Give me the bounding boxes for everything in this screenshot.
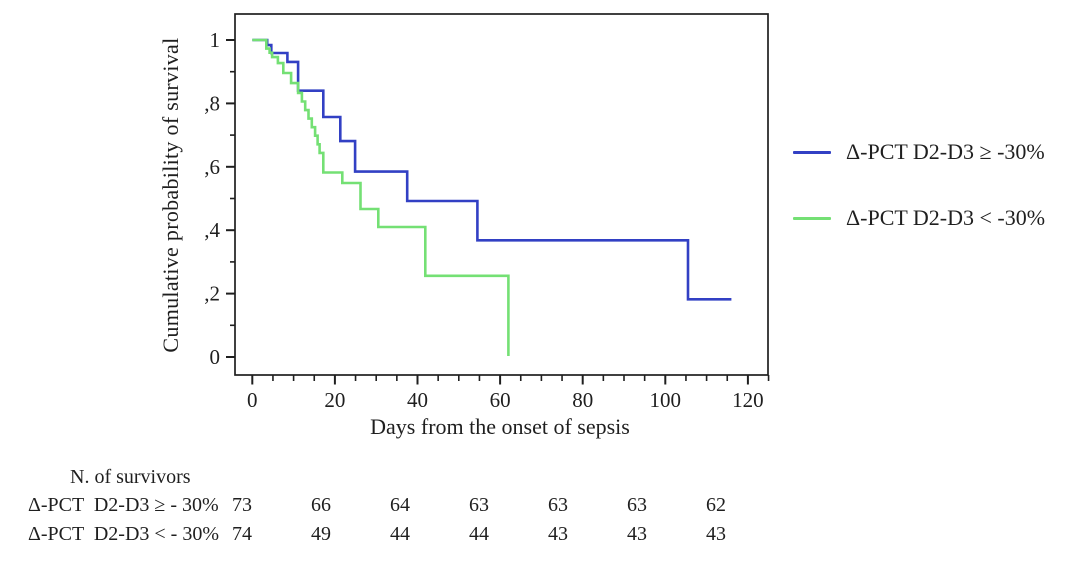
y-tick-label: 1 — [210, 28, 221, 52]
risk-value: 63 — [469, 494, 489, 516]
y-tick-label: ,4 — [204, 218, 220, 242]
risk-value: 44 — [469, 523, 489, 545]
x-tick-label: 80 — [572, 388, 593, 412]
risk-value: 73 — [232, 494, 252, 516]
risk-value: 74 — [232, 523, 252, 545]
risk-row-label: Δ-PCT D2-D3 ≥ - 30% — [28, 494, 219, 516]
risk-value: 63 — [627, 494, 647, 516]
legend-item-lt-30: Δ-PCT D2-D3 < -30% — [793, 205, 1045, 231]
risk-value: 63 — [548, 494, 568, 516]
x-tick-label: 60 — [490, 388, 511, 412]
x-tick-label: 40 — [407, 388, 428, 412]
risk-value: 49 — [311, 523, 331, 545]
risk-value: 43 — [627, 523, 647, 545]
x-tick-label: 20 — [324, 388, 345, 412]
survival-curve-pct-ge-30 — [252, 38, 732, 301]
legend-line-blue-icon — [793, 150, 831, 154]
legend-item-ge-30: Δ-PCT D2-D3 ≥ -30% — [793, 139, 1045, 165]
y-tick-label: 0 — [210, 345, 221, 369]
risk-value: 66 — [311, 494, 331, 516]
risk-table-row-lt-30: Δ-PCT D2-D3 < - 30% 74 49 44 44 43 43 43 — [0, 523, 1080, 547]
risk-value: 64 — [390, 494, 410, 516]
legend-label-lt-30: Δ-PCT D2-D3 < -30% — [846, 205, 1046, 230]
risk-table-header: N. of survivors — [70, 466, 191, 488]
risk-value: 43 — [706, 523, 726, 545]
legend-label-ge-30: Δ-PCT D2-D3 ≥ -30% — [846, 139, 1045, 164]
risk-row-label: Δ-PCT D2-D3 < - 30% — [28, 523, 219, 545]
plot-border — [234, 13, 769, 376]
survival-curve-pct-lt-30 — [252, 38, 510, 356]
x-tick-label: 100 — [650, 388, 682, 412]
y-tick-label: ,6 — [204, 155, 220, 179]
risk-value: 44 — [390, 523, 410, 545]
x-tick-label: 120 — [732, 388, 764, 412]
risk-value: 43 — [548, 523, 568, 545]
y-axis-title: Cumulative probability of survival — [158, 37, 183, 353]
x-tick-label: 0 — [247, 388, 258, 412]
risk-table-row-ge-30: Δ-PCT D2-D3 ≥ - 30% 73 66 64 63 63 63 62 — [0, 494, 1080, 518]
x-axis-title: Days from the onset of sepsis — [370, 414, 630, 439]
legend-line-green-icon — [793, 216, 831, 220]
risk-value: 62 — [706, 494, 726, 516]
y-tick-label: ,2 — [204, 282, 220, 306]
y-tick-label: ,8 — [204, 91, 220, 115]
